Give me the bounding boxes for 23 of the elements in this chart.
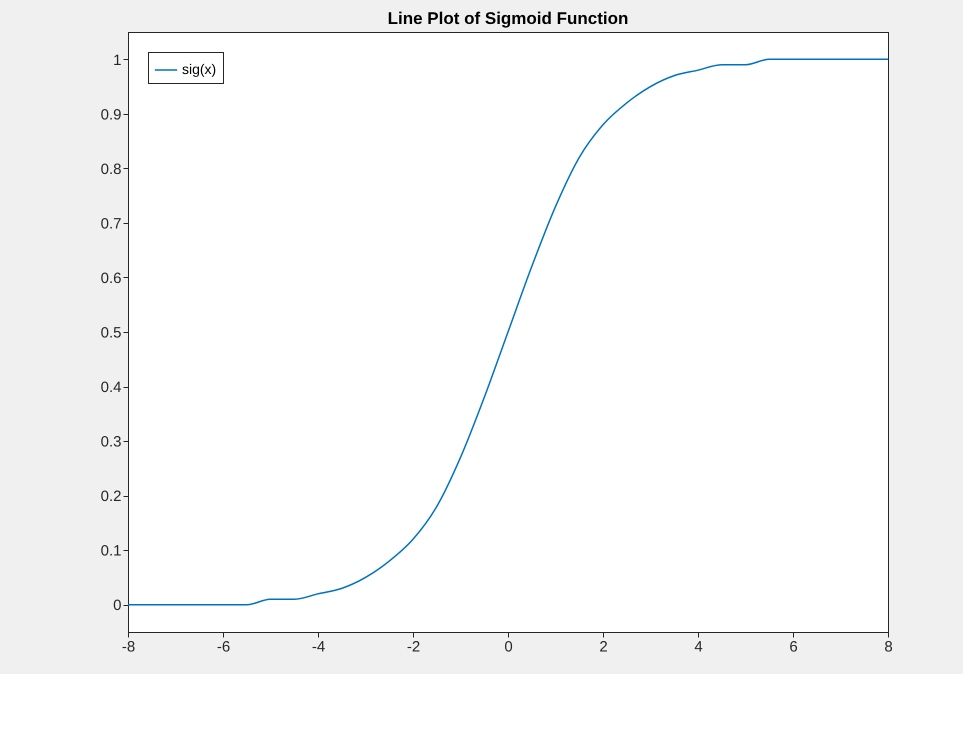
- x-tick-label: -4: [312, 638, 326, 656]
- y-tick-label: 0.6: [100, 270, 122, 287]
- y-tick-label: 0.1: [100, 542, 122, 560]
- y-tick-label: 0.4: [100, 379, 122, 396]
- x-tick-label: 2: [599, 638, 608, 656]
- x-tick-label: 4: [694, 638, 703, 656]
- y-tick-label: 0.2: [100, 488, 122, 506]
- legend-label: sig(x): [182, 61, 216, 77]
- chart-title: Line Plot of Sigmoid Function: [388, 9, 628, 28]
- x-tick-label: 6: [789, 638, 798, 656]
- y-tick-label: 0.3: [100, 434, 122, 451]
- x-tick-label: -8: [122, 638, 136, 656]
- x-tick-label: -2: [406, 638, 420, 656]
- x-tick-label: 8: [884, 638, 893, 656]
- y-tick-label: 0.5: [100, 324, 122, 342]
- y-tick-label: 0.8: [100, 160, 122, 178]
- y-tick-label: 0.7: [100, 215, 122, 232]
- y-tick-label: 0.9: [100, 106, 122, 124]
- x-tick-label: 0: [504, 638, 513, 656]
- y-tick-label: 1: [113, 52, 122, 69]
- x-tick-label: -6: [216, 638, 230, 656]
- line-series: [127, 58, 889, 606]
- y-tick-label: 0: [113, 597, 122, 614]
